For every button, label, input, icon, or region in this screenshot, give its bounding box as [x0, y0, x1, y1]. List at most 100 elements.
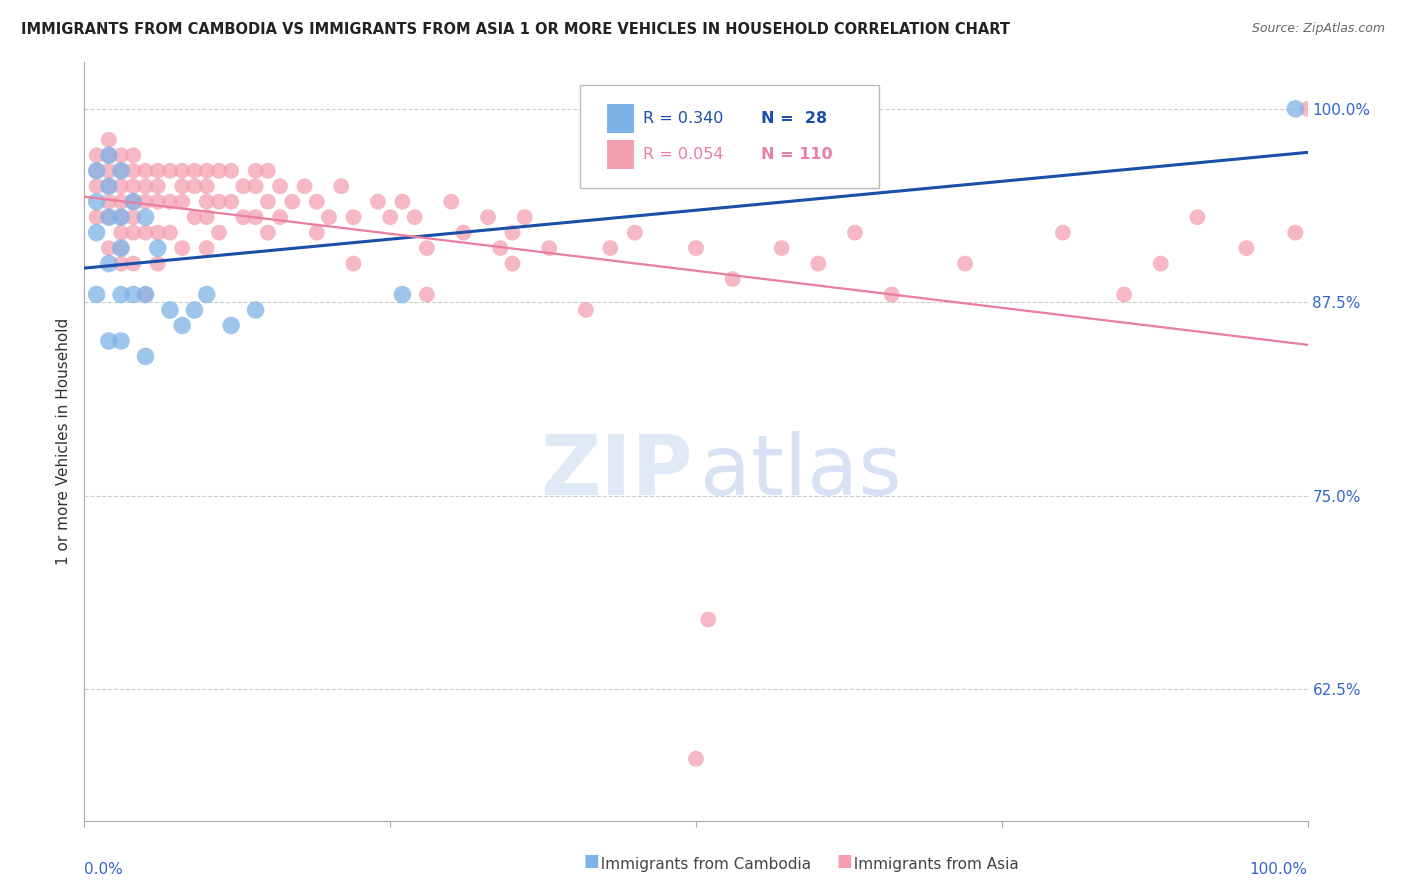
Point: [599, 241, 621, 255]
Point: [416, 287, 439, 301]
Point: [257, 226, 280, 240]
Point: [195, 179, 218, 194]
Point: [513, 210, 536, 224]
Point: [122, 194, 145, 209]
Point: [807, 257, 830, 271]
Point: [305, 226, 328, 240]
Point: [110, 163, 132, 178]
Point: [122, 287, 145, 301]
Point: [122, 194, 145, 209]
Point: [97, 241, 120, 255]
Point: [97, 179, 120, 194]
Point: [1114, 287, 1136, 301]
Point: [208, 226, 231, 240]
Point: [122, 148, 145, 162]
Point: [257, 194, 280, 209]
Point: [97, 210, 120, 224]
Point: [146, 226, 169, 240]
Point: [219, 194, 242, 209]
Point: [159, 163, 181, 178]
Point: [135, 194, 157, 209]
Point: [453, 226, 475, 240]
Text: Immigrants from Asia: Immigrants from Asia: [844, 857, 1018, 872]
Point: [245, 163, 267, 178]
Text: N = 110: N = 110: [761, 146, 832, 161]
Point: [172, 194, 194, 209]
Point: [195, 194, 218, 209]
Point: [1150, 257, 1173, 271]
Point: [183, 163, 205, 178]
Point: [135, 350, 157, 364]
Point: [281, 194, 304, 209]
Point: [172, 163, 194, 178]
Point: [208, 194, 231, 209]
Point: [122, 226, 145, 240]
Point: [97, 179, 120, 194]
Text: ZIP: ZIP: [540, 432, 692, 512]
Point: [110, 257, 132, 271]
Point: [135, 179, 157, 194]
Point: [380, 210, 402, 224]
Point: [135, 226, 157, 240]
Point: [391, 194, 413, 209]
Point: [110, 287, 132, 301]
Point: [1187, 210, 1209, 224]
Point: [110, 241, 132, 255]
Text: ■: ■: [583, 852, 599, 870]
Point: [110, 334, 132, 348]
Y-axis label: 1 or more Vehicles in Household: 1 or more Vehicles in Household: [56, 318, 72, 566]
Point: [97, 148, 120, 162]
Point: [86, 210, 108, 224]
Point: [538, 241, 561, 255]
Point: [159, 303, 181, 318]
Text: ■: ■: [837, 852, 852, 870]
Point: [86, 163, 108, 178]
Point: [97, 334, 120, 348]
Point: [770, 241, 793, 255]
Point: [195, 210, 218, 224]
Text: Immigrants from Cambodia: Immigrants from Cambodia: [591, 857, 811, 872]
Point: [172, 179, 194, 194]
Point: [122, 257, 145, 271]
Point: [86, 179, 108, 194]
Point: [232, 179, 254, 194]
Point: [269, 179, 291, 194]
Point: [110, 148, 132, 162]
Point: [110, 210, 132, 224]
Text: 100.0%: 100.0%: [1250, 863, 1308, 878]
Text: N =  28: N = 28: [761, 111, 827, 126]
Point: [953, 257, 976, 271]
Point: [721, 272, 744, 286]
Point: [97, 210, 120, 224]
Text: Source: ZipAtlas.com: Source: ZipAtlas.com: [1251, 22, 1385, 36]
Point: [146, 257, 169, 271]
Point: [97, 133, 120, 147]
Point: [122, 179, 145, 194]
Point: [404, 210, 426, 224]
Point: [159, 226, 181, 240]
Point: [697, 612, 720, 626]
Point: [294, 179, 316, 194]
Point: [391, 287, 413, 301]
Point: [232, 210, 254, 224]
Point: [183, 210, 205, 224]
Point: [880, 287, 903, 301]
Point: [195, 163, 218, 178]
Point: [97, 257, 120, 271]
Point: [172, 318, 194, 333]
Point: [257, 163, 280, 178]
Text: R = 0.340: R = 0.340: [644, 111, 724, 126]
Point: [685, 241, 707, 255]
Point: [367, 194, 389, 209]
Point: [502, 257, 524, 271]
Point: [624, 226, 647, 240]
Text: R = 0.054: R = 0.054: [644, 146, 724, 161]
Point: [110, 241, 132, 255]
FancyBboxPatch shape: [579, 85, 880, 187]
Point: [1284, 226, 1306, 240]
Point: [269, 210, 291, 224]
Point: [86, 194, 108, 209]
Point: [575, 303, 598, 318]
Point: [135, 287, 157, 301]
Text: IMMIGRANTS FROM CAMBODIA VS IMMIGRANTS FROM ASIA 1 OR MORE VEHICLES IN HOUSEHOLD: IMMIGRANTS FROM CAMBODIA VS IMMIGRANTS F…: [21, 22, 1010, 37]
